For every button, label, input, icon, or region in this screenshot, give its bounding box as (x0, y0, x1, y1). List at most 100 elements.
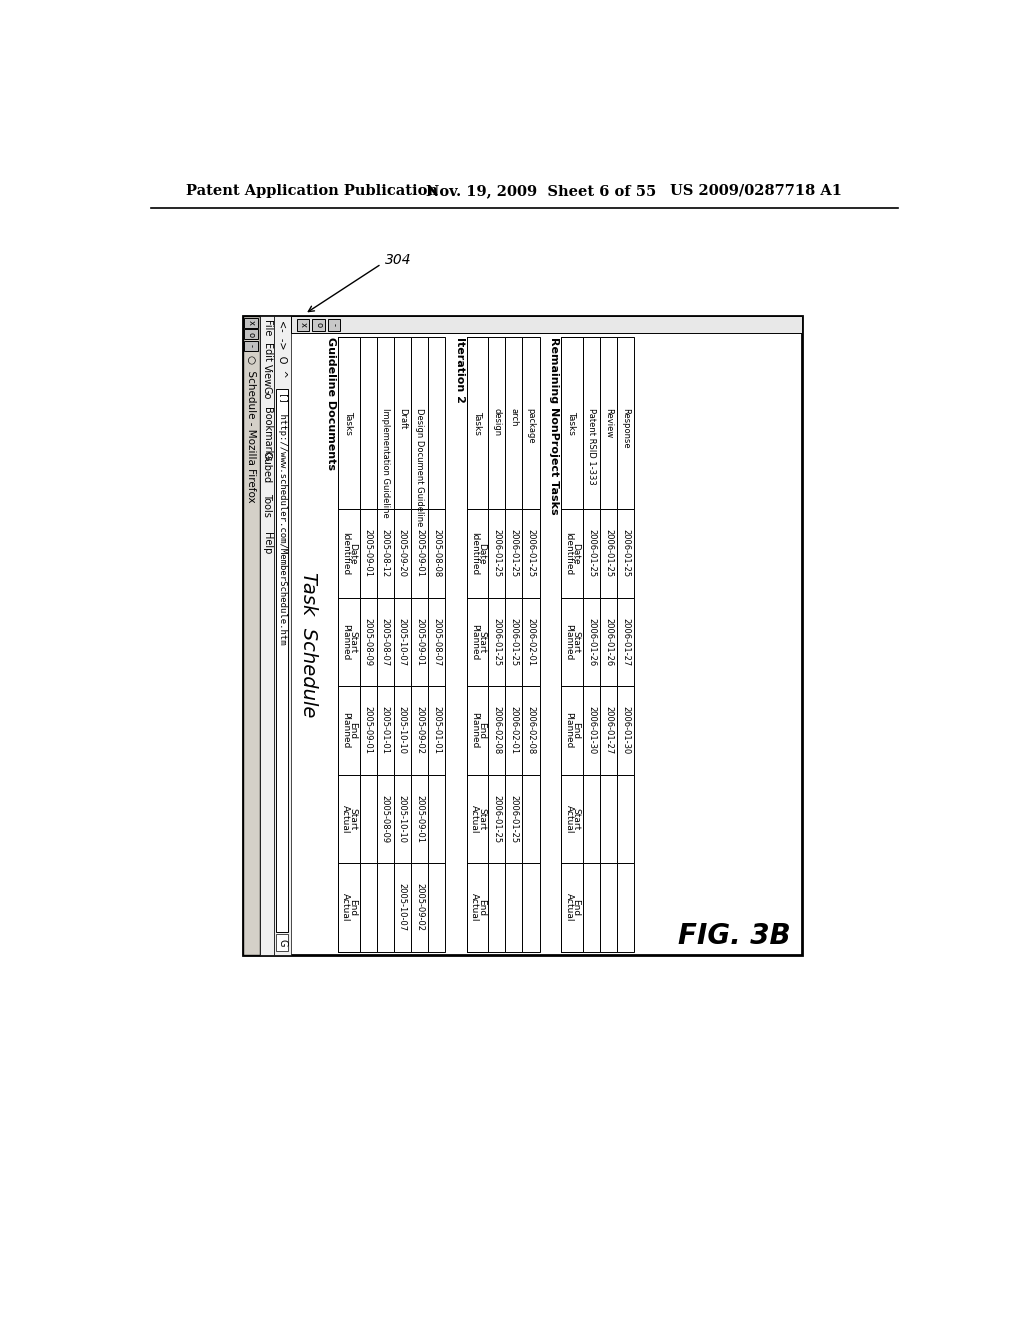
Text: Date: Date (571, 543, 581, 564)
Text: 2006-02-01: 2006-02-01 (526, 618, 536, 665)
Text: 2006-01-25: 2006-01-25 (621, 529, 630, 577)
Bar (359, 775, 377, 863)
Text: Start: Start (571, 808, 581, 830)
Text: Actual: Actual (470, 894, 479, 921)
Text: Identified: Identified (470, 532, 479, 576)
Bar (411, 337, 428, 510)
Bar (467, 686, 488, 775)
Bar (411, 510, 428, 598)
Bar (467, 863, 488, 952)
Text: 2006-02-08: 2006-02-08 (526, 706, 536, 755)
Text: Planned: Planned (470, 711, 479, 748)
Text: Patent Application Publication: Patent Application Publication (186, 183, 438, 198)
Bar (561, 337, 583, 510)
Bar (488, 510, 506, 598)
Bar (583, 775, 600, 863)
Bar (561, 686, 583, 775)
Bar (583, 863, 600, 952)
Bar (260, 317, 273, 956)
Bar (276, 933, 289, 950)
Bar (467, 337, 488, 510)
Bar (583, 686, 600, 775)
Text: Identified: Identified (564, 532, 573, 576)
Text: -: - (247, 345, 256, 347)
Text: 2006-01-25: 2006-01-25 (510, 529, 518, 577)
Text: End: End (348, 722, 357, 739)
Text: Planned: Planned (341, 711, 350, 748)
Text: Help: Help (262, 532, 271, 554)
Text: End: End (348, 899, 357, 916)
Text: 2005-10-07: 2005-10-07 (398, 618, 407, 665)
Bar (411, 863, 428, 952)
Text: 2005-09-02: 2005-09-02 (415, 883, 424, 931)
Bar (561, 598, 583, 686)
Bar (428, 337, 445, 510)
Text: <-  ->  O  ^: <- -> O ^ (278, 321, 287, 378)
Bar (359, 337, 377, 510)
Bar (291, 317, 802, 333)
Text: Design Document Guideline: Design Document Guideline (415, 408, 424, 527)
Text: o: o (314, 322, 324, 327)
Text: FIG. 3B: FIG. 3B (678, 923, 791, 950)
Bar (359, 510, 377, 598)
Text: 2005-01-01: 2005-01-01 (381, 706, 390, 754)
Bar (600, 775, 617, 863)
Bar (600, 337, 617, 510)
Bar (488, 863, 506, 952)
Text: 2005-08-12: 2005-08-12 (381, 529, 390, 577)
Text: 2006-01-25: 2006-01-25 (510, 618, 518, 665)
Bar (600, 598, 617, 686)
Text: 2005-09-02: 2005-09-02 (415, 706, 424, 754)
Text: Tasks: Tasks (344, 411, 353, 436)
Text: Start: Start (348, 631, 357, 653)
Text: 2006-01-27: 2006-01-27 (604, 706, 613, 755)
Bar (377, 337, 394, 510)
Text: Actual: Actual (564, 894, 573, 921)
Text: 2005-08-08: 2005-08-08 (432, 529, 441, 577)
Text: Start: Start (571, 631, 581, 653)
Bar (312, 318, 325, 331)
Text: 2006-01-25: 2006-01-25 (493, 529, 502, 577)
Text: Date: Date (348, 543, 357, 564)
Text: 2006-01-25: 2006-01-25 (510, 795, 518, 843)
Text: 2005-10-10: 2005-10-10 (398, 795, 407, 842)
Text: x: x (299, 322, 307, 327)
Text: 2005-09-01: 2005-09-01 (415, 795, 424, 842)
Bar (617, 510, 634, 598)
Text: Tasks: Tasks (473, 411, 482, 436)
Bar (245, 341, 258, 351)
Bar (467, 775, 488, 863)
Text: US 2009/0287718 A1: US 2009/0287718 A1 (671, 183, 843, 198)
Text: 2006-01-25: 2006-01-25 (604, 529, 613, 577)
Text: 2005-09-01: 2005-09-01 (364, 706, 373, 754)
Bar (245, 318, 258, 327)
Bar (377, 686, 394, 775)
Bar (394, 686, 411, 775)
Bar (522, 337, 540, 510)
Text: 2005-09-01: 2005-09-01 (364, 529, 373, 577)
Bar (600, 686, 617, 775)
Bar (394, 863, 411, 952)
Bar (328, 318, 340, 331)
Bar (506, 775, 522, 863)
Text: x: x (247, 321, 256, 325)
Bar (394, 510, 411, 598)
Bar (583, 598, 600, 686)
Bar (428, 686, 445, 775)
Text: Patent RSID 1-333: Patent RSID 1-333 (587, 408, 596, 484)
Bar (377, 510, 394, 598)
Bar (377, 598, 394, 686)
Text: Actual: Actual (564, 804, 573, 833)
Text: Review: Review (604, 408, 613, 438)
Bar (617, 337, 634, 510)
Bar (583, 510, 600, 598)
Bar (276, 389, 289, 932)
Bar (617, 863, 634, 952)
Text: View: View (262, 364, 271, 387)
Text: o: o (247, 331, 256, 337)
Text: 2005-08-07: 2005-08-07 (381, 618, 390, 665)
Text: Tools: Tools (262, 494, 271, 517)
Bar (488, 337, 506, 510)
Text: Date: Date (477, 543, 486, 564)
Text: Gubed: Gubed (262, 451, 271, 483)
